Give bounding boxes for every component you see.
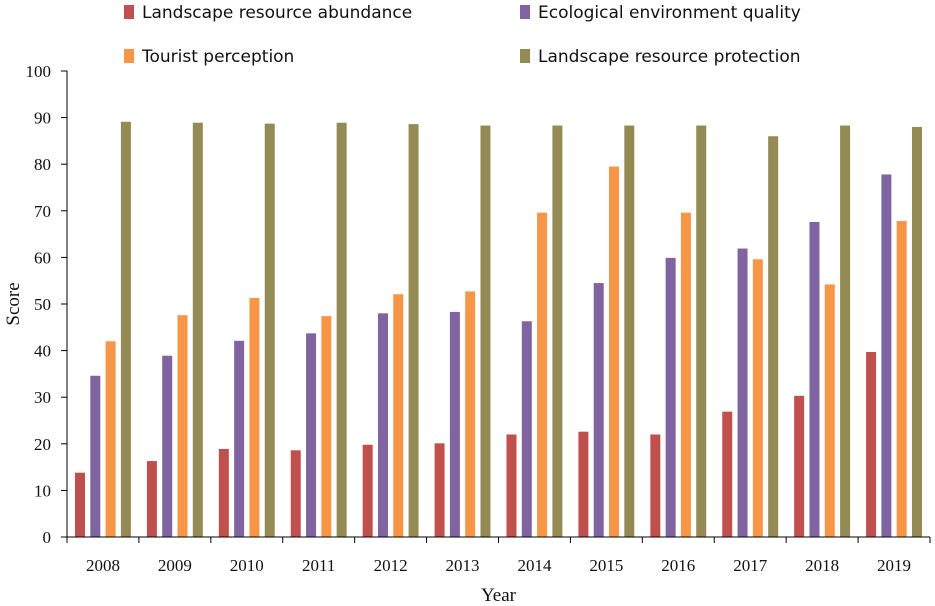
bar-2008-series-3 <box>105 341 116 537</box>
bar-2014-series-2 <box>521 321 532 537</box>
bar-2019-series-3 <box>896 221 907 537</box>
y-axis-title-group: Score <box>3 282 24 325</box>
bar-2008-series-1 <box>75 472 85 537</box>
bar-2015-series-2 <box>593 283 604 537</box>
legend-label-2: Ecological environment quality <box>538 3 801 23</box>
y-tick-label: 70 <box>34 202 51 221</box>
bar-2012-series-1 <box>362 444 373 537</box>
bar-2016-series-2 <box>665 257 676 537</box>
bars <box>75 121 922 538</box>
bar-2015-series-3 <box>609 166 620 537</box>
x-tick-label: 2008 <box>86 556 120 575</box>
y-tick-label: 0 <box>43 528 52 547</box>
y-tick-label: 30 <box>34 388 51 407</box>
bar-2014-series-4 <box>552 125 563 537</box>
bar-2011-series-3 <box>321 316 332 537</box>
y-tick-label: 10 <box>34 481 51 500</box>
bar-2019-series-2 <box>881 174 892 537</box>
bar-2014-series-3 <box>537 212 548 537</box>
bar-2010-series-1 <box>218 448 229 537</box>
x-tick-label: 2010 <box>230 556 264 575</box>
bar-2017-series-2 <box>737 248 748 537</box>
y-axis-title: Score <box>3 282 24 325</box>
bar-2011-series-4 <box>336 122 347 537</box>
legend: Landscape resource abundance Ecological e… <box>124 3 801 67</box>
bar-2016-series-3 <box>680 212 691 537</box>
bar-2008-series-2 <box>90 375 101 537</box>
bar-2016-series-1 <box>650 434 661 537</box>
bar-2013-series-4 <box>480 125 491 537</box>
bar-2017-series-1 <box>722 411 733 537</box>
y-tick-label: 90 <box>34 109 51 128</box>
x-tick-label: 2019 <box>877 556 911 575</box>
x-tick-label: 2018 <box>805 556 839 575</box>
bar-2017-series-4 <box>768 136 779 538</box>
y-tick-label: 20 <box>34 435 51 454</box>
bar-2016-series-4 <box>696 125 707 537</box>
x-tick-label: 2017 <box>733 556 768 575</box>
x-tick-label: 2013 <box>446 556 480 575</box>
bar-2019-series-4 <box>911 126 922 538</box>
x-tick-label: 2014 <box>517 556 552 575</box>
bar-2011-series-2 <box>306 333 317 537</box>
legend-swatch-2 <box>520 5 530 19</box>
x-tick-label: 2011 <box>302 556 335 575</box>
legend-label-3: Tourist perception <box>141 47 294 67</box>
x-axis-ticks: 2008 2009 2010 2011 2012 2013 2014 2015 2016 2017… <box>66 537 931 575</box>
legend-swatch-3 <box>124 49 134 63</box>
x-tick-label: 2009 <box>158 556 192 575</box>
bar-2009-series-1 <box>146 461 157 537</box>
bar-2018-series-4 <box>840 125 851 537</box>
bar-2008-series-4 <box>120 121 131 537</box>
y-tick-label: 80 <box>34 155 51 174</box>
bar-2011-series-1 <box>290 450 301 537</box>
y-axis-ticks: 0 10 20 30 40 50 60 70 80 90 100 <box>26 62 67 547</box>
x-tick-label: 2016 <box>661 556 695 575</box>
bar-2013-series-3 <box>465 291 476 537</box>
y-tick-label: 50 <box>34 295 51 314</box>
legend-label-4: Landscape resource protection <box>538 47 801 67</box>
x-tick-label: 2012 <box>374 556 408 575</box>
y-tick-label: 100 <box>26 62 52 81</box>
bar-2013-series-2 <box>449 311 460 537</box>
y-tick-label: 40 <box>34 342 51 361</box>
bar-2019-series-1 <box>866 351 877 537</box>
bar-2010-series-3 <box>249 297 260 537</box>
bar-2009-series-2 <box>162 355 173 537</box>
bar-2015-series-1 <box>578 431 589 537</box>
bar-2013-series-1 <box>434 443 445 537</box>
bar-2009-series-3 <box>177 315 188 537</box>
legend-label-1: Landscape resource abundance <box>142 3 412 23</box>
y-tick-label: 60 <box>34 248 51 267</box>
bar-2014-series-1 <box>506 434 517 537</box>
bar-2015-series-4 <box>624 125 635 537</box>
bar-2018-series-1 <box>794 395 805 537</box>
bar-2018-series-3 <box>824 284 835 537</box>
bar-2018-series-2 <box>809 221 820 537</box>
bar-2012-series-2 <box>377 313 388 537</box>
bar-2012-series-3 <box>393 294 404 537</box>
x-tick-label: 2015 <box>589 556 623 575</box>
x-axis-title: Year <box>481 585 517 606</box>
bar-2010-series-4 <box>264 123 275 538</box>
legend-swatch-1 <box>124 5 134 19</box>
bar-2017-series-3 <box>752 259 763 537</box>
legend-swatch-4 <box>520 49 530 63</box>
bar-2010-series-2 <box>234 340 245 537</box>
bar-2012-series-4 <box>408 124 419 538</box>
bar-2009-series-4 <box>192 122 203 537</box>
